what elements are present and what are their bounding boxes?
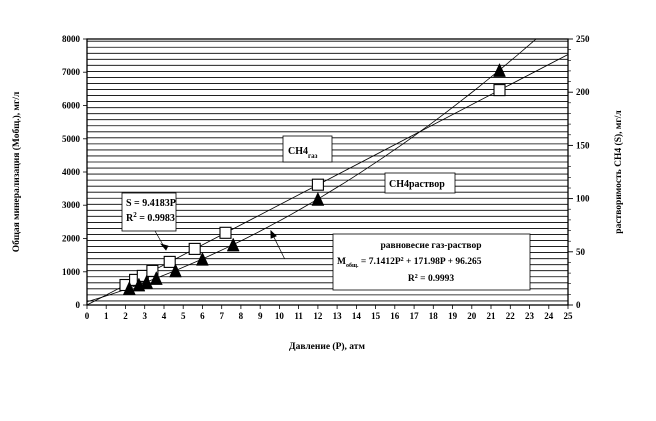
svg-text:равновесие газ-раствор: равновесие газ-раствор — [381, 241, 482, 251]
svg-text:2000: 2000 — [62, 234, 81, 244]
svg-text:6000: 6000 — [62, 101, 81, 111]
svg-text:10: 10 — [275, 311, 285, 321]
svg-text:1000: 1000 — [62, 267, 81, 277]
svg-text:15: 15 — [371, 311, 381, 321]
svg-text:13: 13 — [333, 311, 343, 321]
svg-text:1: 1 — [104, 311, 109, 321]
svg-text:12: 12 — [313, 311, 323, 321]
svg-text:7: 7 — [219, 311, 224, 321]
svg-text:3000: 3000 — [62, 200, 81, 210]
svg-text:8000: 8000 — [62, 34, 81, 44]
svg-text:7000: 7000 — [62, 67, 81, 77]
svg-text:0: 0 — [576, 300, 581, 310]
svg-text:25: 25 — [564, 311, 574, 321]
svg-text:3: 3 — [142, 311, 147, 321]
svg-text:4: 4 — [162, 311, 167, 321]
svg-text:5000: 5000 — [62, 134, 81, 144]
svg-text:200: 200 — [576, 87, 590, 97]
svg-text:8: 8 — [239, 311, 244, 321]
svg-text:Давление (Р), атм: Давление (Р), атм — [289, 341, 365, 352]
svg-text:растворимость CH4 (S), мг/л: растворимость CH4 (S), мг/л — [613, 110, 624, 234]
svg-text:S = 9.4183P: S = 9.4183P — [126, 198, 176, 209]
svg-text:24: 24 — [544, 311, 554, 321]
svg-text:20: 20 — [467, 311, 477, 321]
svg-text:14: 14 — [352, 311, 362, 321]
svg-text:23: 23 — [525, 311, 535, 321]
svg-text:50: 50 — [576, 247, 586, 257]
svg-text:6: 6 — [200, 311, 205, 321]
svg-text:11: 11 — [294, 311, 303, 321]
svg-text:2: 2 — [123, 311, 128, 321]
svg-text:5: 5 — [181, 311, 186, 321]
svg-text:150: 150 — [576, 140, 590, 150]
svg-text:19: 19 — [448, 311, 458, 321]
svg-text:250: 250 — [576, 34, 590, 44]
svg-text:22: 22 — [506, 311, 516, 321]
svg-text:17: 17 — [410, 311, 420, 321]
svg-text:16: 16 — [390, 311, 400, 321]
svg-text:21: 21 — [487, 311, 497, 321]
svg-text:4000: 4000 — [62, 167, 81, 177]
svg-text:CH4раствор: CH4раствор — [389, 179, 445, 190]
svg-text:0: 0 — [85, 311, 90, 321]
svg-text:9: 9 — [258, 311, 263, 321]
svg-text:18: 18 — [429, 311, 439, 321]
svg-text:0: 0 — [76, 300, 81, 310]
svg-text:100: 100 — [576, 194, 590, 204]
svg-text:Общая минерализация (Мобщ.), м: Общая минерализация (Мобщ.), мг/л — [11, 91, 22, 252]
